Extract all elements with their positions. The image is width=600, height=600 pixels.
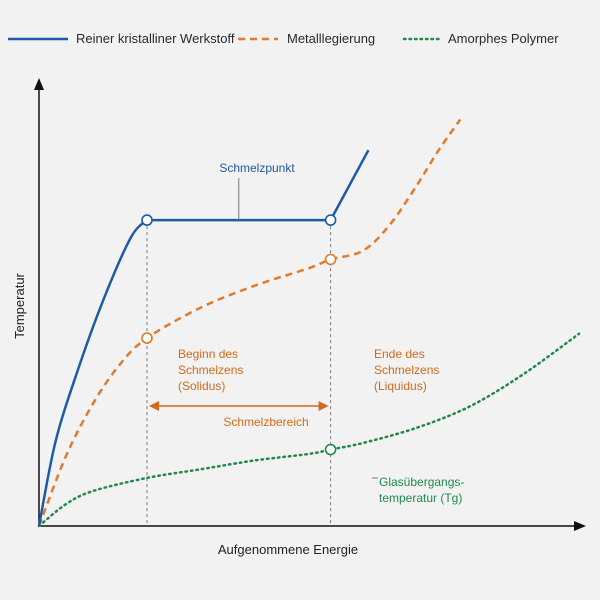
annotation-liquidus-line2: Schmelzens: [374, 363, 439, 377]
legend: Reiner kristalliner Werkstoff Metalllegi…: [8, 31, 559, 46]
marker-crystal-1: [141, 214, 153, 226]
marker-alloy-2: [324, 253, 337, 266]
schmelzbereich-range-arrow: [149, 401, 329, 411]
annotation-tg-line2: temperatur (Tg): [379, 491, 462, 505]
annotation-liquidus: Ende des Schmelzens (Liquidus): [374, 347, 439, 393]
annotation-liquidus-line1: Ende des: [374, 347, 425, 361]
legend-item-polymer: Amorphes Polymer: [402, 31, 559, 46]
annotation-tg: Glasübergangs- temperatur (Tg): [379, 475, 464, 505]
marker-crystal-2: [324, 214, 337, 226]
annotation-schmelzpunkt: Schmelzpunkt: [219, 161, 295, 175]
annotation-solidus-line2: Schmelzens: [178, 363, 243, 377]
annotation-liquidus-line3: (Liquidus): [374, 379, 427, 393]
range-arrowhead-left: [149, 401, 159, 411]
legend-label-alloy: Metalllegierung: [287, 31, 375, 46]
marker-alloy-1: [141, 332, 153, 344]
series-line-crystal: [37, 149, 370, 527]
y-axis-arrowhead: [34, 78, 44, 90]
annotation-solidus-line1: Beginn des: [178, 347, 238, 361]
series-line-polymer: [37, 332, 581, 528]
annotation-solidus: Beginn des Schmelzens (Solidus): [178, 347, 243, 393]
annotation-solidus-line3: (Solidus): [178, 379, 225, 393]
series-line-alloy: [37, 118, 462, 527]
annotation-tg-line1: Glasübergangs-: [379, 475, 464, 489]
legend-label-polymer: Amorphes Polymer: [448, 31, 559, 46]
axes: [34, 78, 586, 531]
legend-item-crystal: Reiner kristalliner Werkstoff: [8, 31, 235, 46]
x-axis-arrowhead: [574, 521, 586, 531]
legend-label-crystal: Reiner kristalliner Werkstoff: [76, 31, 235, 46]
legend-item-alloy: Metalllegierung: [238, 31, 375, 46]
markers: [141, 214, 337, 456]
marker-polymer-1: [324, 443, 337, 456]
x-axis-label: Aufgenommene Energie: [218, 542, 358, 557]
y-axis-label: Temperatur: [12, 272, 27, 338]
annotation-schmelzbereich: Schmelzbereich: [223, 415, 308, 429]
range-arrowhead-right: [318, 401, 329, 411]
